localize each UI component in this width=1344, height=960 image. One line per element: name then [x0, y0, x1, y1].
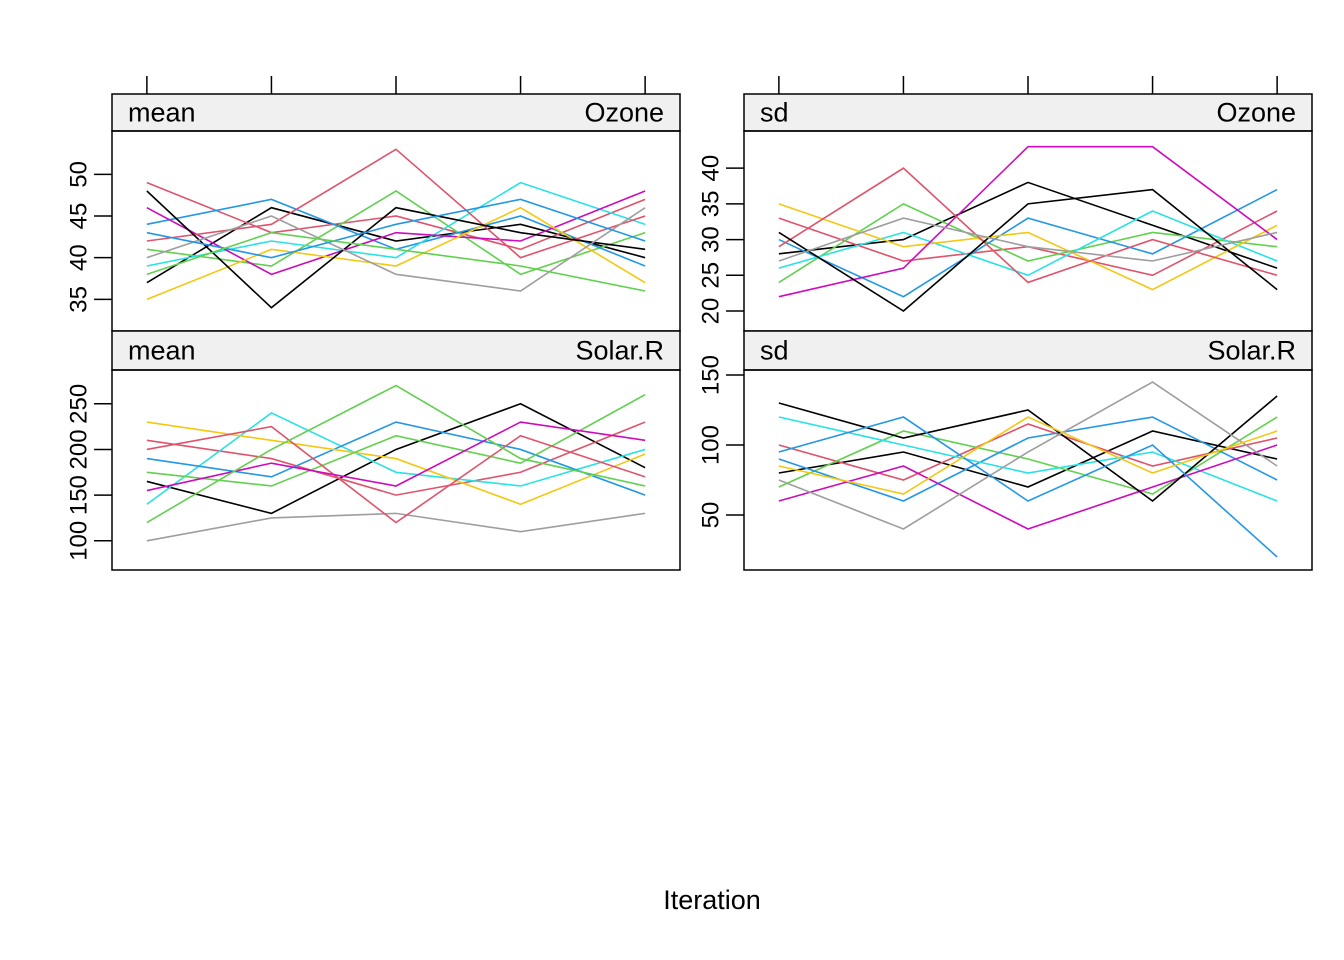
series-line: [146, 190, 646, 309]
series-line: [778, 416, 1278, 495]
strip-variable: Ozone: [1216, 98, 1296, 128]
strip: [743, 330, 1313, 371]
y-tick-label: 50: [697, 502, 724, 529]
panel-frame: [743, 369, 1313, 571]
series-line: [778, 381, 1278, 530]
y-tick-label: 35: [697, 191, 724, 218]
series-line: [146, 421, 646, 496]
panel-frame: [111, 369, 681, 571]
series-line: [778, 145, 1278, 298]
series-line: [146, 512, 646, 542]
panel-frame: [743, 130, 1313, 332]
series-line: [146, 206, 646, 284]
y-tick-label: 20: [697, 298, 724, 325]
series-line: [146, 207, 646, 292]
y-tick-label: 30: [697, 226, 724, 253]
y-tick-label: 25: [697, 262, 724, 289]
y-tick-label: 40: [65, 244, 92, 271]
strip-stat: sd: [760, 336, 789, 366]
plot-area: [146, 148, 646, 309]
series-line: [146, 206, 646, 301]
strip: [111, 330, 681, 371]
series-line: [778, 217, 1278, 262]
series-line: [778, 423, 1278, 481]
strip: [743, 93, 1313, 132]
y-tick-label: 35: [65, 286, 92, 313]
y-tick-label: 100: [697, 425, 724, 465]
strip-variable: Solar.R: [1207, 336, 1296, 366]
series-line: [146, 190, 646, 276]
strip-stat: mean: [128, 336, 196, 366]
y-tick-label: 100: [65, 521, 92, 561]
strip-variable: Ozone: [584, 98, 664, 128]
series-line: [146, 421, 646, 496]
strip-stat: sd: [760, 98, 789, 128]
series-line: [146, 231, 646, 292]
series-line: [778, 188, 1278, 312]
series-line: [146, 198, 646, 259]
y-tick-label: 150: [65, 475, 92, 515]
y-tick-label: 250: [65, 384, 92, 424]
y-tick-label: 200: [65, 429, 92, 469]
series-line: [778, 202, 1278, 284]
plot-area: [778, 381, 1278, 558]
series-line: [146, 411, 646, 505]
series-line: [778, 181, 1278, 269]
series-line: [146, 190, 646, 276]
series-line: [778, 167, 1278, 284]
series-line: [146, 402, 646, 515]
plot-area: [146, 384, 646, 542]
series-line: [146, 425, 646, 524]
series-line: [778, 210, 1278, 277]
series-line: [146, 384, 646, 524]
y-tick-label: 45: [65, 203, 92, 230]
strip: [111, 93, 681, 132]
series-line: [146, 421, 646, 492]
strip-variable: Solar.R: [575, 336, 664, 366]
series-line: [778, 416, 1278, 502]
x-axis-label: Iteration: [663, 885, 761, 915]
series-line: [146, 393, 646, 487]
series-line: [778, 416, 1278, 558]
panel-frame: [111, 130, 681, 332]
strip-stat: mean: [128, 98, 196, 128]
series-line: [778, 430, 1278, 488]
series-line: [146, 421, 646, 506]
y-tick-label: 50: [65, 161, 92, 188]
y-tick-label: 150: [697, 355, 724, 395]
y-tick-label: 40: [697, 155, 724, 182]
series-line: [778, 416, 1278, 502]
series-line: [778, 395, 1278, 503]
series-line: [778, 444, 1278, 530]
plot-area: [778, 145, 1278, 312]
